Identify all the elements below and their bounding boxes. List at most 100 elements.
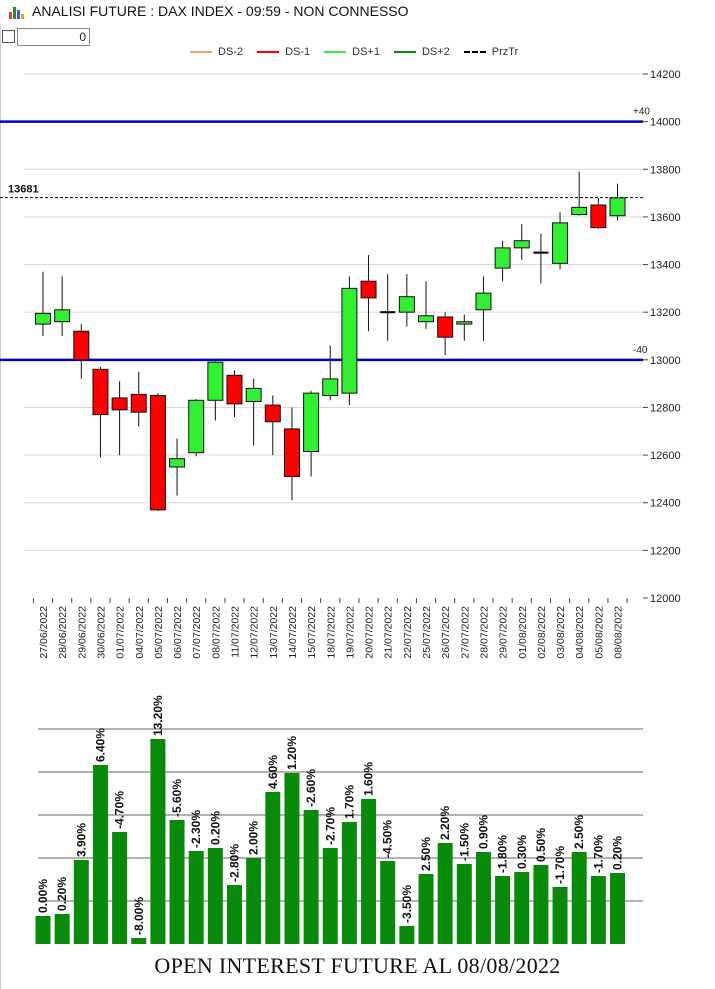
- candle-body: [226, 374, 243, 405]
- x-tick-label: 11/07/2022: [230, 606, 242, 658]
- x-tick-label: 29/06/2022: [76, 606, 88, 659]
- legend-item: PrzTr: [463, 45, 518, 59]
- candle-body: [54, 309, 71, 323]
- oi-bar: [571, 852, 587, 944]
- x-tick-label: 27/07/2022: [459, 606, 471, 659]
- oi-bar: [303, 810, 319, 944]
- oi-bar-label: -1.80%: [496, 835, 510, 873]
- x-tick-label: 02/08/2022: [536, 606, 548, 659]
- oi-bar: [590, 876, 606, 944]
- legend-item: DS-2: [190, 45, 243, 59]
- x-tick-label: 21/07/2022: [383, 606, 395, 659]
- oi-bar-label: 1.70%: [342, 785, 356, 819]
- oi-bar: [437, 843, 453, 944]
- oi-bar-label: -2.70%: [323, 807, 337, 845]
- oi-bar-label: 0.90%: [476, 815, 490, 849]
- y-tick-label: 13800: [650, 164, 681, 176]
- oi-bar: [227, 885, 242, 944]
- oi-bar: [456, 864, 472, 944]
- legend-item: DS-1: [257, 45, 310, 59]
- oi-bar-label: -4.70%: [113, 791, 127, 829]
- candle-body: [437, 316, 454, 338]
- oi-bar-label: 6.40%: [93, 728, 107, 762]
- oi-bar-label: 1.60%: [362, 762, 376, 796]
- candle-body: [149, 395, 166, 511]
- candle-body: [456, 321, 473, 325]
- candle-body: [513, 240, 530, 249]
- oi-bar: [361, 799, 377, 944]
- oi-bar: [552, 887, 568, 944]
- candle-body: [73, 330, 90, 361]
- oi-bar: [150, 739, 166, 944]
- y-tick-label: 14200: [650, 69, 681, 81]
- legend-label: DS+2: [421, 46, 450, 58]
- x-tick-label: 05/07/2022: [153, 606, 165, 659]
- oi-bar-label: 2.20%: [438, 806, 452, 840]
- oi-bar-label: 0.50%: [534, 828, 548, 862]
- value-input[interactable]: 0: [17, 28, 90, 46]
- candle-body: [533, 251, 549, 254]
- oi-bar-label: 0.20%: [611, 836, 625, 870]
- x-tick-label: 01/07/2022: [115, 606, 127, 659]
- x-tick-label: 20/07/2022: [364, 606, 376, 659]
- oi-bar: [207, 848, 223, 944]
- oi-bar: [533, 865, 549, 944]
- candle-body: [303, 392, 320, 453]
- candle-body: [380, 311, 396, 314]
- candle-body: [92, 368, 109, 416]
- x-tick-label: 18/07/2022: [325, 606, 337, 659]
- oi-bar-label: -8.00%: [132, 897, 146, 935]
- oi-bar-label: 4.60%: [266, 755, 280, 789]
- y-tick-label: 13400: [650, 260, 681, 272]
- oi-bar-label: 0.30%: [515, 835, 529, 869]
- x-tick-label: 04/08/2022: [574, 606, 586, 659]
- toggle-checkbox[interactable]: [2, 30, 15, 43]
- candle-body: [398, 296, 415, 313]
- x-tick-label: 03/08/2022: [555, 606, 567, 659]
- legend-swatch: [190, 51, 212, 53]
- oi-bar-label: 0.20%: [55, 877, 69, 911]
- candle-body: [188, 399, 205, 454]
- x-tick-label: 05/08/2022: [593, 606, 605, 659]
- x-tick-label: 06/07/2022: [172, 606, 184, 659]
- candle-body: [590, 204, 607, 229]
- title-bar: ANALISI FUTURE : DAX INDEX - 09:59 - NON…: [0, 0, 715, 24]
- oi-bar-label: 1.20%: [285, 736, 299, 770]
- x-tick-label: 26/07/2022: [440, 606, 452, 659]
- x-tick-label: 04/07/2022: [134, 606, 146, 659]
- chart-legend: DS-2 DS-1 DS+1 DS+2 PrzTr: [190, 45, 518, 59]
- oi-bar: [341, 822, 357, 944]
- y-tick-label: 12000: [650, 593, 681, 605]
- x-tick-label: 19/07/2022: [344, 606, 356, 659]
- candle-body: [609, 197, 626, 217]
- candle-body: [418, 315, 434, 323]
- legend-swatch: [393, 51, 416, 53]
- candle-body: [360, 280, 377, 299]
- x-tick-label: 01/08/2022: [517, 606, 529, 659]
- oi-bar-label: -1.70%: [591, 835, 605, 873]
- candle-body: [169, 458, 186, 468]
- open-interest-title: OPEN INTEREST FUTURE AL 08/08/2022: [154, 953, 561, 978]
- candle-body: [111, 397, 128, 411]
- legend-item: DS+2: [393, 45, 450, 59]
- candle-body: [245, 387, 262, 402]
- y-tick-label: 14000: [650, 117, 681, 129]
- oi-bar: [475, 852, 491, 944]
- oi-bar: [73, 860, 89, 944]
- candle-body: [552, 222, 569, 264]
- oi-bar: [112, 832, 128, 944]
- y-tick-label: 12600: [650, 450, 681, 462]
- x-tick-label: 08/07/2022: [210, 606, 222, 659]
- window-title: ANALISI FUTURE : DAX INDEX - 09:59 - NON…: [32, 3, 409, 19]
- candle-body: [207, 361, 224, 401]
- candle-body: [322, 378, 339, 397]
- candle-body: [475, 292, 492, 311]
- oi-bar-label: 0.20%: [208, 811, 222, 845]
- oi-bar-label: -1.70%: [553, 846, 567, 884]
- oi-bar: [284, 773, 300, 944]
- oi-bar-label: -5.60%: [170, 779, 184, 817]
- oi-bar-label: 2.00%: [247, 821, 261, 855]
- oi-bar-label: -1.50%: [457, 823, 471, 861]
- candle-body: [130, 393, 147, 413]
